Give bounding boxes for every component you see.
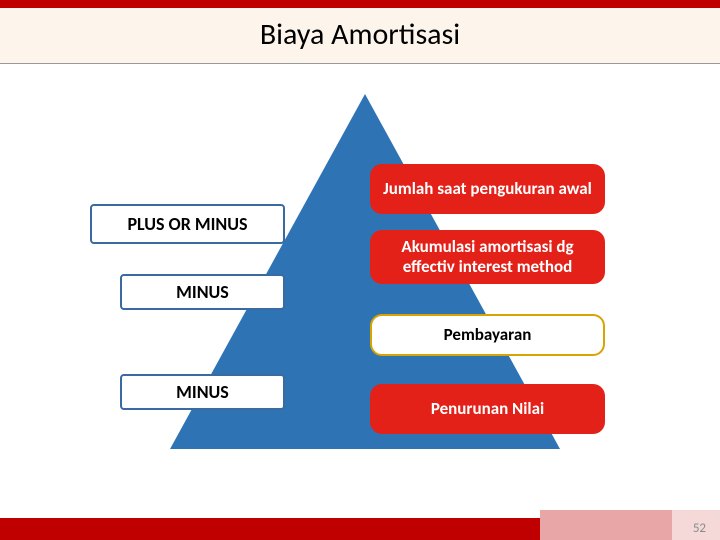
right-content-box: Jumlah saat pengukuran awal (370, 164, 605, 214)
footer-bar: 52 (0, 510, 720, 540)
footer-red-segment (0, 518, 540, 540)
title-band: Biaya Amortisasi (0, 8, 720, 64)
right-content-box: Pembayaran (370, 314, 605, 356)
right-content-box: Penurunan Nilai (370, 384, 605, 434)
left-label-box: MINUS (120, 274, 285, 310)
footer-pink-segment (540, 510, 672, 540)
diagram-area: PLUS OR MINUS MINUS MINUS Jumlah saat pengu… (0, 64, 720, 464)
slide-title: Biaya Amortisasi (0, 16, 720, 53)
left-label-box: MINUS (120, 374, 285, 410)
page-number: 52 (693, 521, 706, 536)
left-label-box: PLUS OR MINUS (90, 204, 285, 244)
right-content-box: Akumulasi amortisasi dg effectiv interes… (370, 230, 605, 284)
header-accent-bar (0, 0, 720, 8)
